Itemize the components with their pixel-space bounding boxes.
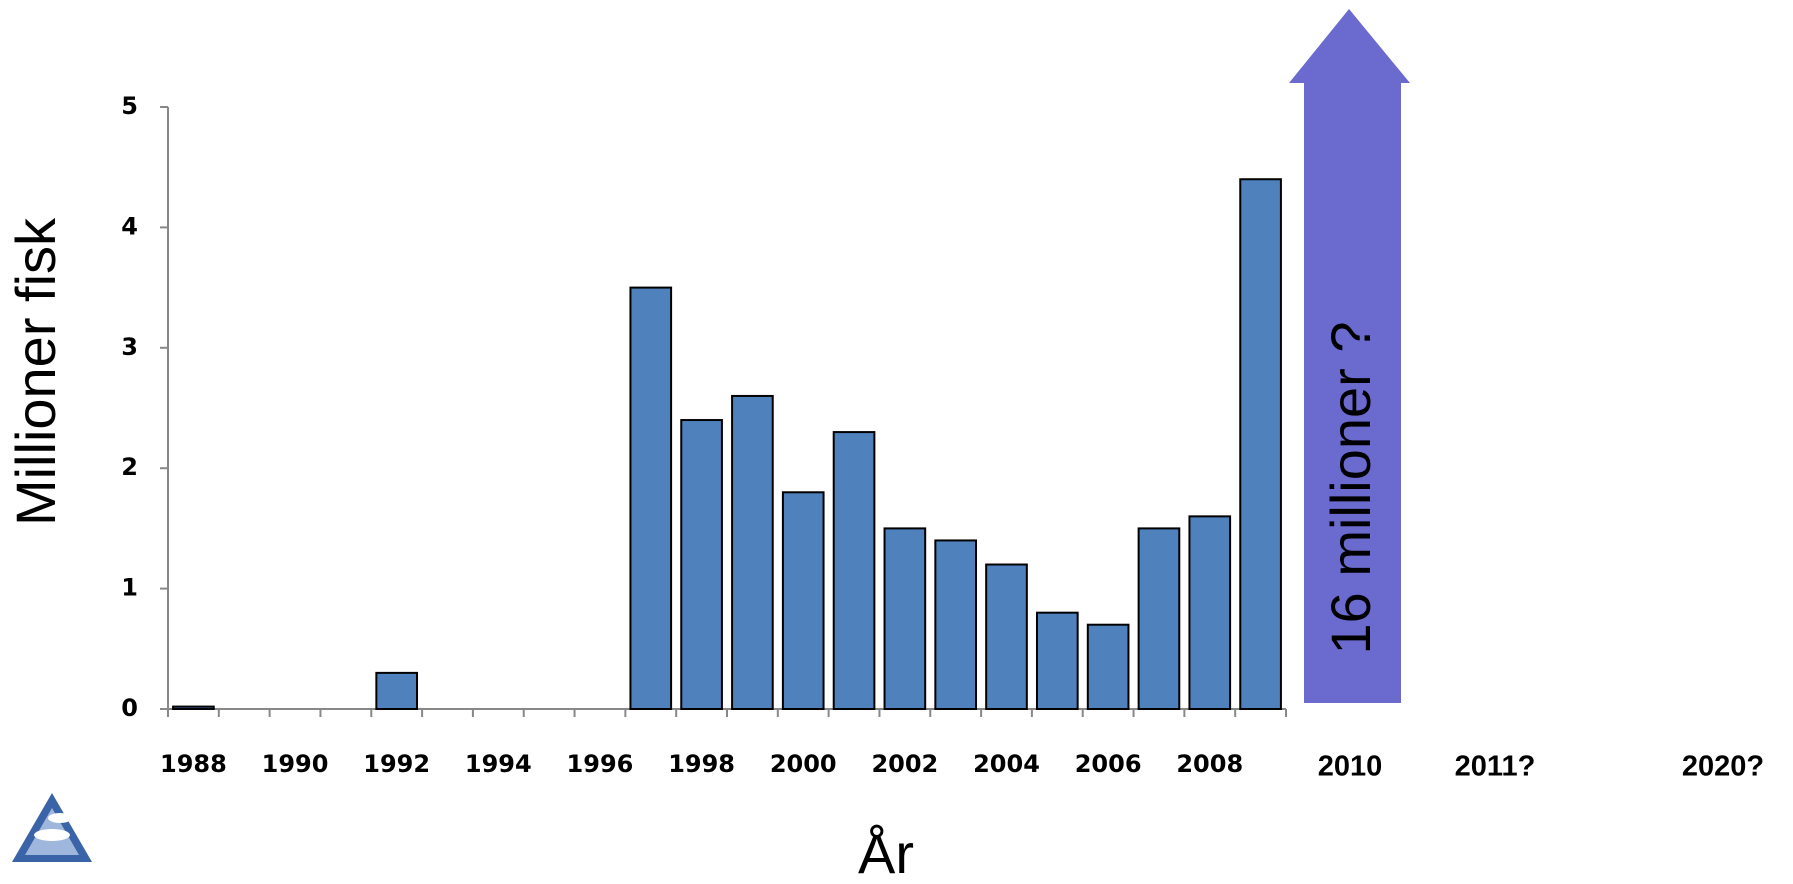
- logo: [12, 793, 92, 862]
- x-tick-label: 2004: [973, 750, 1040, 778]
- x-tick-label: 2008: [1176, 750, 1243, 778]
- bar: [1137, 527, 1181, 711]
- x-tick-label: 1988: [160, 750, 227, 778]
- bar: [629, 286, 673, 710]
- bar: [1035, 611, 1079, 710]
- x-tick-label: 2000: [770, 750, 837, 778]
- y-tick-label: 1: [121, 574, 138, 602]
- x-tick-label: 1996: [567, 750, 634, 778]
- x-tick-label: 1992: [363, 750, 430, 778]
- future-year-label: 2011?: [1455, 751, 1536, 783]
- future-year-label: 2020?: [1682, 751, 1764, 783]
- bar: [375, 671, 419, 711]
- y-tick-label: 0: [121, 694, 138, 722]
- y-tick-label: 4: [121, 212, 138, 240]
- bar: [934, 539, 978, 710]
- bar: [1188, 515, 1232, 710]
- bar: [883, 527, 927, 711]
- x-tick-label: 1994: [465, 750, 532, 778]
- bar: [172, 705, 215, 710]
- bar: [832, 431, 876, 710]
- x-tick-label: 2002: [871, 750, 938, 778]
- x-tick-label: 1998: [668, 750, 735, 778]
- bar: [781, 491, 825, 710]
- y-axis-title: Millioner fisk: [4, 217, 67, 526]
- future-year-label: 2010: [1318, 751, 1383, 783]
- y-tick-label: 2: [121, 453, 138, 481]
- arrow: [1289, 9, 1410, 703]
- y-tick-label: 5: [121, 92, 138, 120]
- bar: [985, 563, 1028, 711]
- x-tick-label: 2006: [1075, 750, 1142, 778]
- bar: [1239, 178, 1282, 711]
- arrow-label: 16 millioner ?: [1319, 321, 1382, 654]
- x-tick-label: 1990: [262, 750, 329, 778]
- y-tick-label: 3: [121, 333, 138, 361]
- bar: [680, 419, 723, 710]
- x-axis-title: År: [858, 822, 914, 884]
- bar: [1086, 623, 1130, 710]
- bar: [731, 394, 774, 710]
